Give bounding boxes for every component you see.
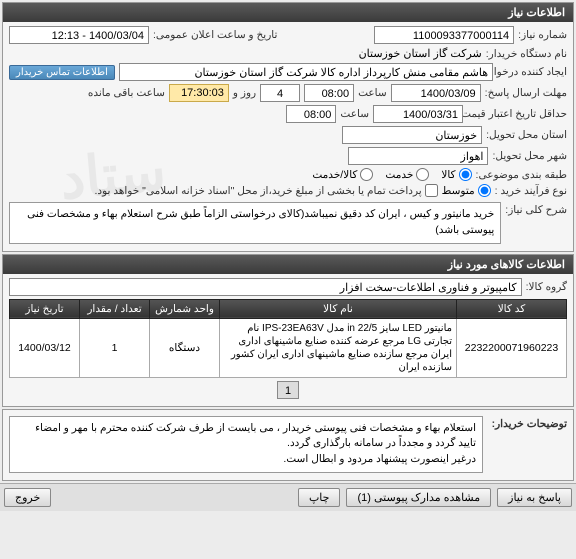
class-opt3-label: کالا/خدمت [312, 169, 357, 181]
announce-field: 1400/03/04 - 12:13 [9, 26, 149, 44]
treasury-checkbox[interactable]: پرداخت تمام یا بخشی از مبلغ خرید،از محل … [94, 184, 437, 197]
col-unit: واحد شمارش [150, 299, 220, 318]
buyer-notes-label: توضیحات خریدار: [487, 414, 567, 430]
contact-button[interactable]: اطلاعات تماس خریدار [9, 65, 115, 80]
buyer-label: نام دستگاه خریدار: [486, 48, 567, 60]
validity-time-field: 08:00 [286, 105, 336, 123]
treasury-note: پرداخت تمام یا بخشی از مبلغ خرید،از محل … [94, 185, 421, 197]
deadline-date-field: 1400/03/09 [391, 84, 481, 102]
class-radio-both[interactable]: کالا/خدمت [312, 168, 373, 181]
class-label: طبقه بندی موضوعی: [476, 169, 567, 181]
cell-qty: 1 [80, 318, 150, 377]
city-label: شهر محل تحویل: [492, 150, 567, 162]
group-label: گروه کالا: [526, 281, 567, 293]
cell-code: 2232200071960223 [457, 318, 567, 377]
col-qty: تعداد / مقدار [80, 299, 150, 318]
items-panel: اطلاعات کالاهای مورد نیاز گروه کالا: کام… [2, 254, 574, 407]
attachments-button[interactable]: مشاهده مدارک پیوستی (1) [346, 488, 491, 507]
remain-label: ساعت باقی مانده [88, 87, 165, 99]
col-date: تاریخ نیاز [10, 299, 80, 318]
hour-label-2: ساعت [340, 108, 369, 120]
validity-date-field: 1400/03/31 [373, 105, 463, 123]
need-info-header: اطلاعات نیاز [3, 3, 573, 22]
buytype-opt1-label: متوسط [442, 185, 475, 197]
hour-label-1: ساعت [358, 87, 387, 99]
cell-date: 1400/03/12 [10, 318, 80, 377]
col-code: کد کالا [457, 299, 567, 318]
deadline-label: مهلت ارسال پاسخ: [485, 87, 567, 99]
countdown-field: 17:30:03 [169, 84, 229, 102]
class-radio-service[interactable]: خدمت [385, 168, 429, 181]
province-field: خوزستان [342, 126, 482, 144]
city-field: اهواز [348, 147, 488, 165]
class-radio-goods-input[interactable] [459, 168, 472, 181]
deadline-time-field: 08:00 [304, 84, 354, 102]
exit-button[interactable]: خروج [4, 488, 51, 507]
pager[interactable]: 1 [277, 381, 299, 399]
province-label: استان محل تحویل: [486, 129, 567, 141]
items-table: کد کالا نام کالا واحد شمارش تعداد / مقدا… [9, 299, 567, 378]
footer-bar: پاسخ به نیاز مشاهده مدارک پیوستی (1) چاپ… [0, 483, 576, 511]
desc-box: خرید مانیتور و کیس ، ایران کد دقیق نمیبا… [9, 202, 501, 244]
class-opt2-label: خدمت [385, 169, 413, 181]
buyer-notes-panel: توضیحات خریدار: استعلام بهاء و مشخصات فن… [2, 409, 574, 481]
desc-label: شرح کلی نیاز: [505, 200, 567, 216]
table-row[interactable]: 2232200071960223 مانیتور LED سایز 22/5 i… [10, 318, 567, 377]
group-field: کامپیوتر و فناوری اطلاعات-سخت افزار [9, 278, 522, 296]
class-radio-goods[interactable]: کالا [441, 168, 471, 181]
need-no-label: شماره نیاز: [518, 29, 567, 41]
announce-label: تاریخ و ساعت اعلان عمومی: [153, 29, 277, 41]
class-opt1-label: کالا [441, 169, 455, 181]
print-button[interactable]: چاپ [298, 488, 341, 507]
answer-button[interactable]: پاسخ به نیاز [497, 488, 572, 507]
buyer-notes-box: استعلام بهاء و مشخصات فنی پیوستی خریدار … [9, 416, 483, 473]
items-header: اطلاعات کالاهای مورد نیاز [3, 255, 573, 274]
buytype-radio-medium[interactable]: متوسط [442, 184, 491, 197]
class-radio-service-input[interactable] [416, 168, 429, 181]
creator-field: هاشم مقامی منش کارپرداز اداره کالا شرکت … [119, 63, 493, 81]
need-info-panel: اطلاعات نیاز شماره نیاز: 110009337700011… [2, 2, 574, 252]
buytype-label: نوع فرآیند خرید : [495, 185, 567, 197]
day-label: روز و [233, 87, 256, 99]
col-name: نام کالا [220, 299, 457, 318]
class-radio-both-input[interactable] [360, 168, 373, 181]
treasury-checkbox-input[interactable] [425, 184, 438, 197]
buyer-field: شرکت گاز استان خوزستان [359, 47, 482, 60]
creator-label: ایجاد کننده درخواست: [497, 66, 567, 78]
cell-unit: دستگاه [150, 318, 220, 377]
table-header-row: کد کالا نام کالا واحد شمارش تعداد / مقدا… [10, 299, 567, 318]
cell-name: مانیتور LED سایز 22/5 in مدل IPS-23EA63V… [220, 318, 457, 377]
validity-label: حداقل تاریخ اعتبار قیمت: تا تاریخ: [467, 108, 567, 120]
days-field: 4 [260, 84, 300, 102]
buytype-radio-medium-input[interactable] [478, 184, 491, 197]
need-no-field: 1100093377000114 [374, 26, 514, 44]
